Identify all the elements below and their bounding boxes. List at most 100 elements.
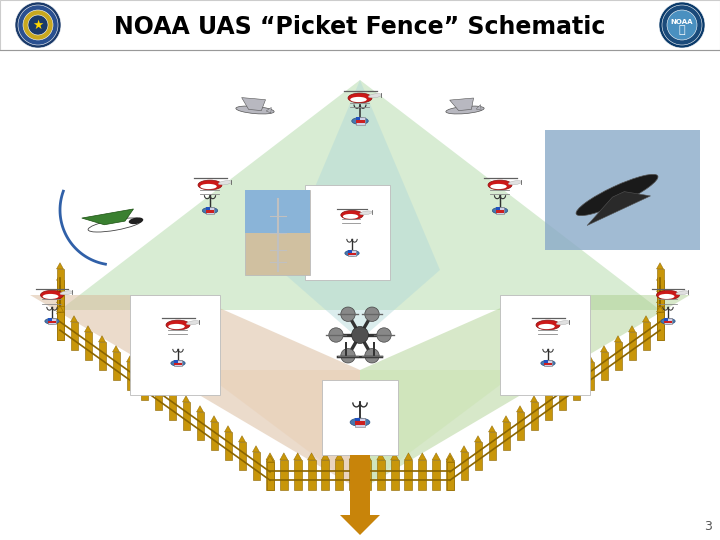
Text: NOAA UAS “Picket Fence” Schematic: NOAA UAS “Picket Fence” Schematic [114, 15, 606, 39]
Polygon shape [155, 376, 161, 382]
FancyBboxPatch shape [531, 402, 538, 430]
Ellipse shape [352, 118, 368, 124]
Text: ★: ★ [32, 18, 44, 31]
FancyBboxPatch shape [587, 362, 593, 390]
FancyBboxPatch shape [657, 269, 664, 295]
FancyBboxPatch shape [336, 460, 343, 490]
Ellipse shape [168, 324, 185, 329]
FancyBboxPatch shape [559, 382, 565, 410]
FancyBboxPatch shape [355, 418, 360, 421]
Polygon shape [657, 285, 664, 292]
FancyBboxPatch shape [238, 442, 246, 470]
Polygon shape [336, 453, 343, 460]
Polygon shape [572, 366, 580, 372]
Polygon shape [266, 107, 271, 113]
FancyBboxPatch shape [355, 421, 366, 425]
Polygon shape [349, 453, 357, 460]
Ellipse shape [350, 418, 370, 426]
FancyBboxPatch shape [266, 462, 274, 490]
Polygon shape [657, 296, 664, 303]
FancyBboxPatch shape [474, 442, 482, 470]
FancyBboxPatch shape [664, 321, 672, 323]
FancyBboxPatch shape [294, 460, 302, 490]
Polygon shape [294, 453, 302, 460]
Ellipse shape [42, 294, 58, 299]
Polygon shape [99, 336, 106, 342]
Circle shape [365, 307, 379, 321]
FancyBboxPatch shape [377, 460, 384, 490]
Polygon shape [587, 192, 651, 226]
Polygon shape [363, 453, 371, 460]
Ellipse shape [45, 318, 59, 324]
Polygon shape [461, 446, 467, 452]
Polygon shape [446, 453, 454, 460]
Polygon shape [446, 456, 454, 462]
Polygon shape [280, 453, 288, 460]
FancyBboxPatch shape [174, 362, 182, 365]
FancyBboxPatch shape [56, 303, 63, 329]
Polygon shape [418, 453, 426, 460]
FancyBboxPatch shape [496, 210, 504, 213]
FancyBboxPatch shape [225, 432, 232, 460]
Ellipse shape [488, 180, 512, 190]
Polygon shape [56, 306, 63, 312]
FancyBboxPatch shape [544, 392, 552, 420]
FancyBboxPatch shape [349, 460, 357, 490]
FancyBboxPatch shape [600, 352, 608, 380]
Polygon shape [127, 356, 133, 362]
Ellipse shape [576, 174, 658, 215]
FancyBboxPatch shape [629, 332, 636, 360]
FancyBboxPatch shape [488, 432, 495, 460]
FancyBboxPatch shape [657, 314, 664, 340]
Ellipse shape [508, 181, 522, 185]
Ellipse shape [88, 218, 142, 232]
Polygon shape [30, 295, 360, 490]
Polygon shape [197, 406, 204, 412]
Polygon shape [657, 262, 664, 269]
Ellipse shape [661, 318, 675, 324]
Polygon shape [182, 396, 189, 402]
FancyBboxPatch shape [418, 460, 426, 490]
FancyBboxPatch shape [307, 460, 315, 490]
FancyBboxPatch shape [614, 342, 621, 370]
FancyBboxPatch shape [348, 250, 352, 253]
Polygon shape [210, 416, 217, 422]
Polygon shape [266, 453, 274, 460]
Circle shape [23, 10, 53, 40]
Text: NOAA: NOAA [671, 19, 693, 25]
FancyBboxPatch shape [503, 422, 510, 450]
Polygon shape [71, 316, 78, 322]
Polygon shape [531, 396, 538, 402]
Circle shape [659, 2, 705, 48]
Ellipse shape [166, 320, 190, 330]
FancyBboxPatch shape [253, 452, 259, 480]
Ellipse shape [218, 181, 232, 185]
Polygon shape [587, 356, 593, 362]
Ellipse shape [129, 218, 143, 224]
Polygon shape [474, 436, 482, 442]
FancyBboxPatch shape [245, 190, 310, 275]
Polygon shape [377, 453, 384, 460]
Ellipse shape [60, 291, 73, 295]
Ellipse shape [657, 291, 680, 300]
Circle shape [351, 327, 369, 343]
FancyBboxPatch shape [266, 460, 274, 490]
FancyBboxPatch shape [432, 460, 440, 490]
Polygon shape [266, 456, 274, 462]
Ellipse shape [541, 360, 555, 366]
Polygon shape [56, 274, 63, 280]
Polygon shape [476, 105, 481, 110]
FancyBboxPatch shape [84, 332, 91, 360]
Ellipse shape [198, 180, 222, 190]
FancyBboxPatch shape [155, 382, 161, 410]
FancyBboxPatch shape [657, 292, 664, 318]
Polygon shape [516, 406, 523, 412]
FancyBboxPatch shape [206, 207, 210, 210]
Polygon shape [82, 209, 133, 225]
Polygon shape [140, 366, 148, 372]
Ellipse shape [539, 324, 554, 329]
Polygon shape [321, 453, 329, 460]
Ellipse shape [40, 291, 63, 300]
Polygon shape [225, 426, 232, 432]
Ellipse shape [186, 321, 199, 325]
